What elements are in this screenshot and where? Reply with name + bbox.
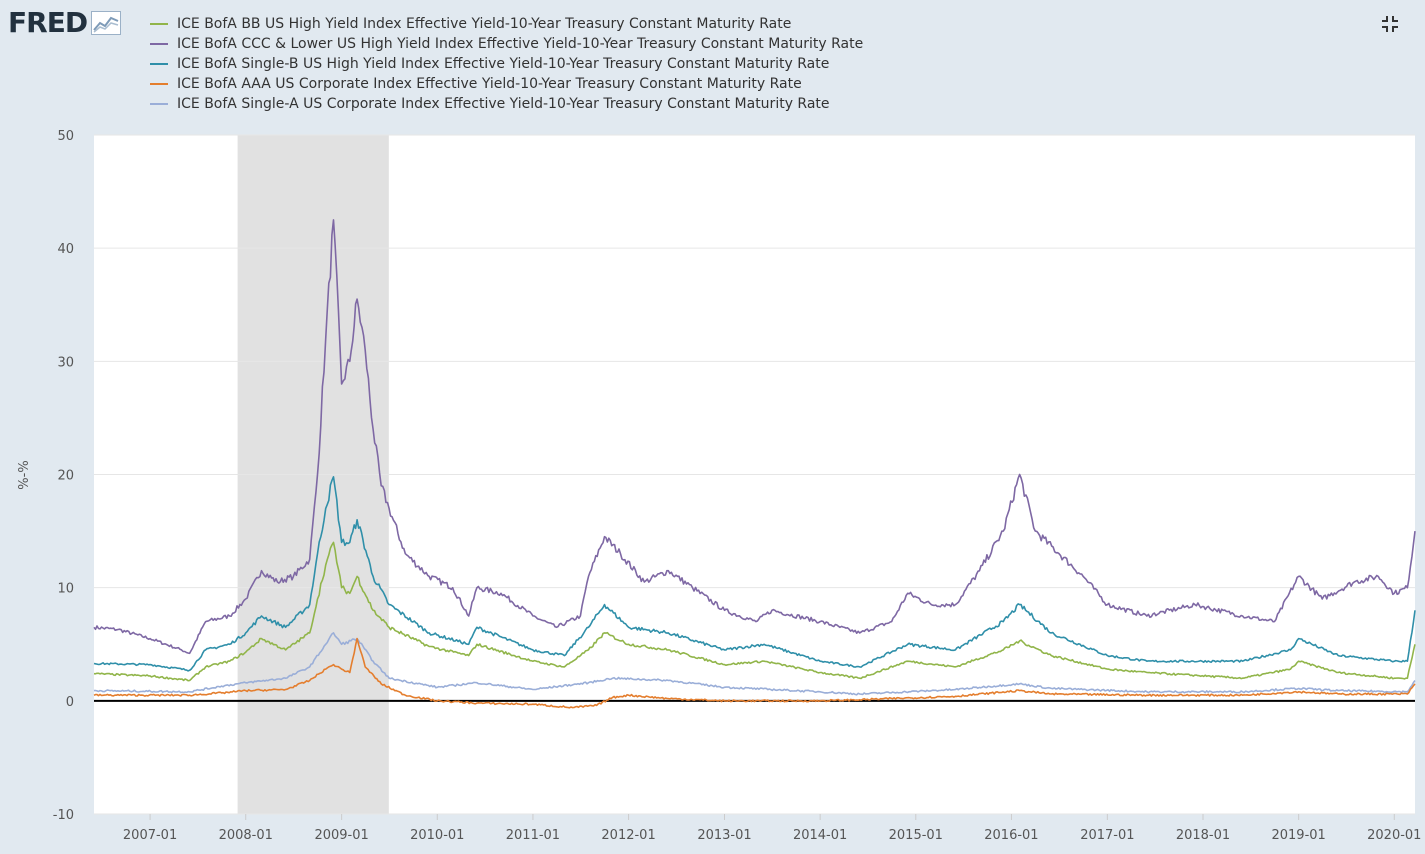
legend-swatch — [150, 43, 168, 45]
x-tick-label: 2010-01 — [410, 828, 464, 843]
legend-label: ICE BofA AAA US Corporate Index Effectiv… — [177, 76, 802, 92]
fred-chart-icon — [91, 11, 122, 35]
legend-swatch — [150, 23, 168, 25]
y-axis-ticks: -10 0 10 20 30 40 50 — [53, 129, 74, 823]
y-tick-label: 10 — [57, 582, 74, 597]
legend-label: ICE BofA CCC & Lower US High Yield Index… — [177, 36, 864, 52]
series-layer — [93, 219, 1416, 709]
x-tick-label: 2015-01 — [889, 828, 943, 843]
legend-item[interactable]: ICE BofA Single-A US Corporate Index Eff… — [150, 94, 863, 114]
legend-item[interactable]: ICE BofA AAA US Corporate Index Effectiv… — [150, 74, 863, 94]
x-tick-label: 2011-01 — [506, 828, 560, 843]
legend-item[interactable]: ICE BofA Single-B US High Yield Index Ef… — [150, 54, 863, 74]
x-tick-label: 2018-01 — [1176, 828, 1230, 843]
y-tick-label: -10 — [53, 808, 74, 823]
x-tick-label: 2020-01 — [1367, 828, 1421, 843]
legend-label: ICE BofA Single-A US Corporate Index Eff… — [177, 96, 830, 112]
legend-label: ICE BofA Single-B US High Yield Index Ef… — [177, 56, 830, 72]
y-axis-label: %-% — [17, 460, 32, 489]
x-tick-label: 2009-01 — [314, 828, 368, 843]
series-line — [93, 219, 1416, 655]
collapse-icon — [1382, 16, 1398, 32]
fred-logo-text: FRED — [8, 6, 88, 39]
x-tick-label: 2007-01 — [123, 828, 177, 843]
x-tick-label: 2014-01 — [793, 828, 847, 843]
series-line — [93, 476, 1416, 672]
series-line — [93, 541, 1416, 682]
x-tick-label: 2013-01 — [697, 828, 751, 843]
y-tick-label: 50 — [57, 129, 74, 144]
y-tick-label: 30 — [57, 355, 74, 370]
legend-label: ICE BofA BB US High Yield Index Effectiv… — [177, 16, 792, 32]
series-line — [93, 637, 1416, 709]
y-tick-label: 40 — [57, 242, 74, 257]
x-tick-label: 2016-01 — [984, 828, 1038, 843]
legend-swatch — [150, 83, 168, 85]
x-tick-label: 2012-01 — [601, 828, 655, 843]
legend-swatch — [150, 103, 168, 105]
series-line — [93, 632, 1416, 696]
x-tick-label: 2019-01 — [1271, 828, 1325, 843]
y-tick-label: 0 — [66, 695, 74, 710]
collapse-button[interactable] — [1378, 12, 1402, 36]
chart-legend: ICE BofA BB US High Yield Index Effectiv… — [150, 14, 863, 114]
x-tick-label: 2017-01 — [1080, 828, 1134, 843]
legend-item[interactable]: ICE BofA BB US High Yield Index Effectiv… — [150, 14, 863, 34]
fred-logo[interactable]: FRED — [8, 6, 122, 39]
x-axis-ticks: 2007-01 2008-01 2009-01 2010-01 2011-01 2012-… — [123, 814, 1421, 843]
legend-swatch — [150, 63, 168, 65]
x-tick-label: 2008-01 — [219, 828, 273, 843]
legend-item[interactable]: ICE BofA CCC & Lower US High Yield Index… — [150, 34, 863, 54]
y-tick-label: 20 — [57, 469, 74, 484]
